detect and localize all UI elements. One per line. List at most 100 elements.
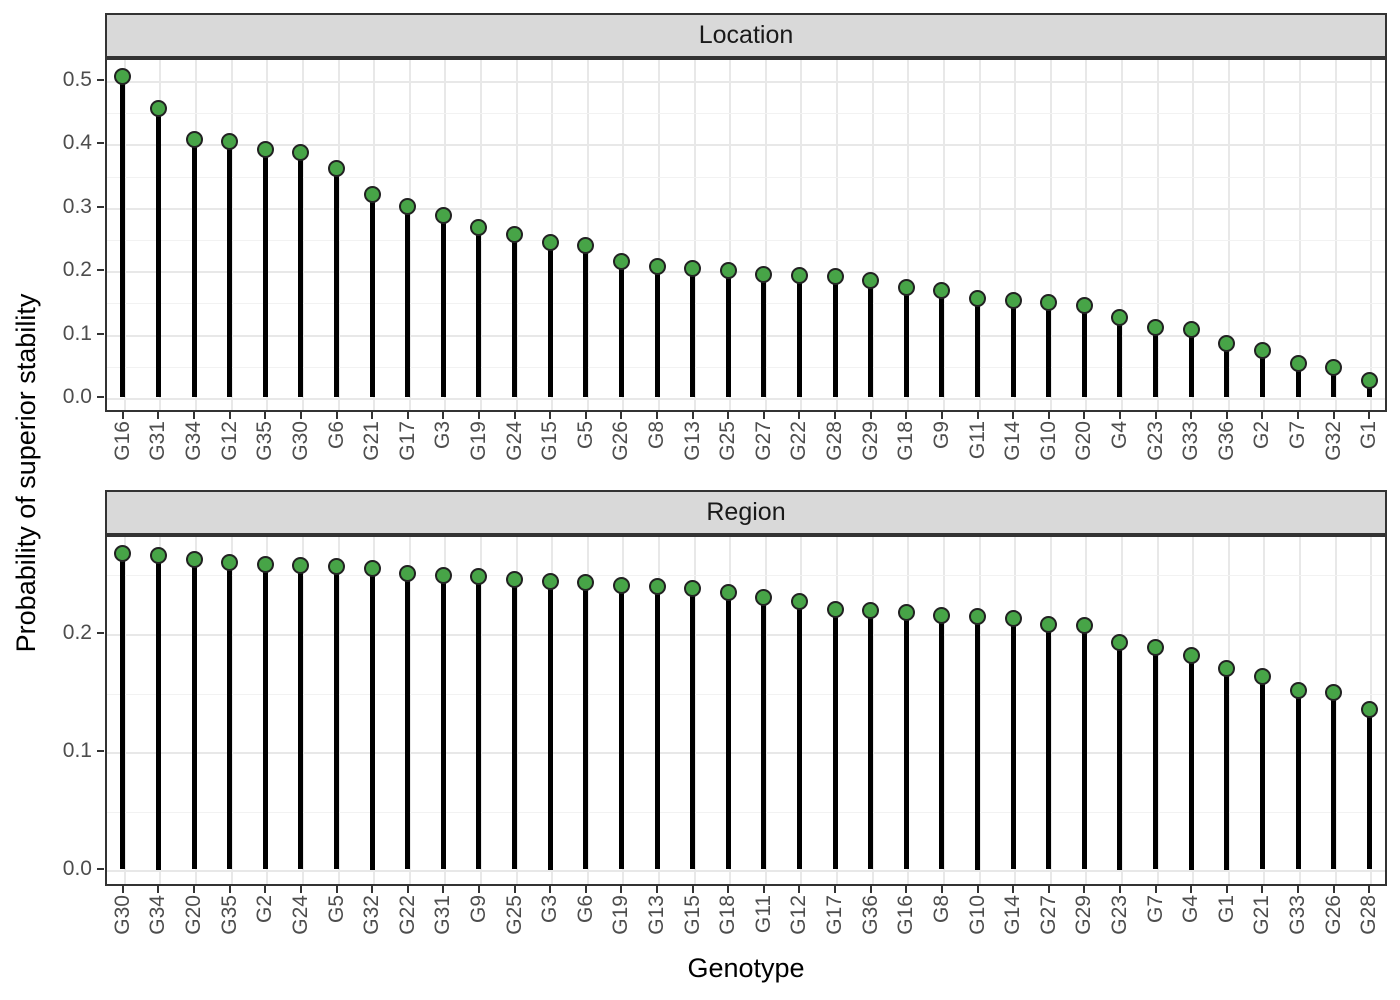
x-axis-tick-label: G1 (1357, 421, 1381, 450)
x-axis-title: Genotype (687, 953, 805, 983)
gridline-vertical (1334, 60, 1337, 410)
lollipop-stem (191, 139, 197, 397)
x-axis-tick (869, 412, 872, 419)
x-axis-tick-label: G4 (1107, 421, 1131, 450)
y-axis-tick (97, 632, 104, 634)
y-axis-tick-label: 0.2 (62, 258, 92, 282)
x-axis-tick-label: G24 (502, 421, 526, 461)
x-axis-tick-label: G6 (324, 421, 348, 450)
lollipop-stem (654, 586, 660, 870)
lollipop-stem (1188, 329, 1194, 397)
lollipop-point (470, 219, 488, 237)
lollipop-point (933, 606, 951, 624)
lollipop-stem (476, 576, 482, 870)
lollipop-point (577, 237, 595, 254)
x-axis-tick (656, 412, 658, 419)
lollipop-point (897, 604, 915, 622)
x-axis-tick (1190, 886, 1193, 893)
x-axis-tick-label: G34 (182, 421, 205, 461)
lollipop-stem (1046, 302, 1052, 397)
x-axis-tick (1368, 412, 1371, 419)
x-axis-tick (228, 412, 231, 419)
facet-strip-label: Location (698, 21, 794, 49)
lollipop-stem (618, 585, 624, 870)
lollipop-point (684, 579, 702, 597)
x-axis-tick (940, 412, 943, 419)
lollipop-point (790, 592, 808, 610)
lollipop-stem (796, 275, 802, 397)
lollipop-stem (1224, 343, 1230, 397)
lollipop-stem (761, 597, 767, 870)
lollipop-point (1218, 660, 1236, 677)
gridline-major (107, 334, 1385, 337)
gridline-vertical (622, 60, 625, 410)
y-axis-tick (97, 79, 104, 81)
lollipop-stem (369, 568, 375, 870)
x-axis-tick (976, 412, 979, 419)
x-axis-tick (620, 886, 623, 893)
lollipop-point (648, 578, 666, 596)
y-axis-tick (97, 868, 104, 871)
lollipop-point (1253, 341, 1271, 359)
x-axis-tick (1297, 412, 1299, 419)
x-axis-tick-label: G21 (1250, 895, 1274, 935)
x-axis-tick-label: G33 (1286, 895, 1309, 935)
x-axis-tick-label: G26 (1321, 895, 1345, 935)
x-axis-tick (691, 412, 694, 419)
lollipop-point (1111, 634, 1129, 651)
lollipop-point (1182, 320, 1200, 338)
x-axis-tick (620, 412, 623, 419)
x-axis-tick (584, 886, 587, 893)
lollipop-stem (155, 555, 161, 870)
lollipop-point (1360, 372, 1378, 389)
gridline-vertical (1085, 60, 1088, 410)
x-axis-tick-label: G9 (466, 895, 490, 924)
x-axis-tick-label: G32 (1321, 421, 1345, 461)
lollipop-point (1325, 683, 1343, 701)
x-axis-tick (1261, 886, 1264, 893)
gridline-vertical (729, 60, 732, 410)
lollipop-point (292, 143, 310, 161)
lollipop-stem (1117, 642, 1123, 870)
lollipop-stem (725, 270, 731, 397)
lollipop-stem (1117, 317, 1123, 397)
lollipop-point (719, 261, 737, 279)
x-axis-tick-label: G8 (645, 421, 668, 450)
x-axis-tick (335, 886, 338, 893)
x-axis-tick (193, 412, 195, 419)
lollipop-point (363, 185, 381, 203)
lollipop-point (1182, 647, 1200, 664)
facet-panel (105, 58, 1387, 412)
lollipop-stem (227, 562, 233, 870)
y-axis-tick (97, 142, 104, 145)
lollipop-stem (298, 565, 304, 870)
lollipop-point (648, 257, 666, 275)
gridline-vertical (1263, 60, 1266, 410)
lollipop-point (755, 265, 773, 283)
x-axis-tick-label: G29 (1072, 895, 1096, 935)
x-axis-tick-label: G23 (1107, 895, 1131, 935)
x-axis-tick (727, 886, 730, 893)
lollipop-stem (1224, 668, 1230, 870)
x-axis-tick (834, 412, 836, 419)
facet-strip-label: Region (706, 498, 786, 526)
gridline-vertical (942, 60, 945, 410)
x-axis-tick (513, 412, 516, 419)
gridline-vertical (871, 60, 874, 410)
lollipop-stem (405, 206, 411, 397)
gridline-minor (107, 176, 1385, 178)
x-axis-tick-label: G4 (1179, 895, 1203, 924)
lollipop-point (256, 555, 274, 573)
lollipop-point (1147, 638, 1164, 656)
x-axis-tick (442, 412, 445, 419)
y-axis-tick-label: 0.1 (62, 321, 92, 345)
x-axis-tick (1190, 412, 1193, 419)
lollipop-point (1004, 292, 1022, 310)
y-axis-tick-label: 0.1 (62, 739, 92, 763)
lollipop-stem (120, 76, 126, 397)
lollipop-stem (512, 234, 517, 397)
lollipop-stem (547, 242, 553, 397)
gridline-major (107, 271, 1385, 274)
gridline-vertical (907, 60, 910, 410)
y-axis-tick-label: 0.2 (62, 621, 92, 644)
